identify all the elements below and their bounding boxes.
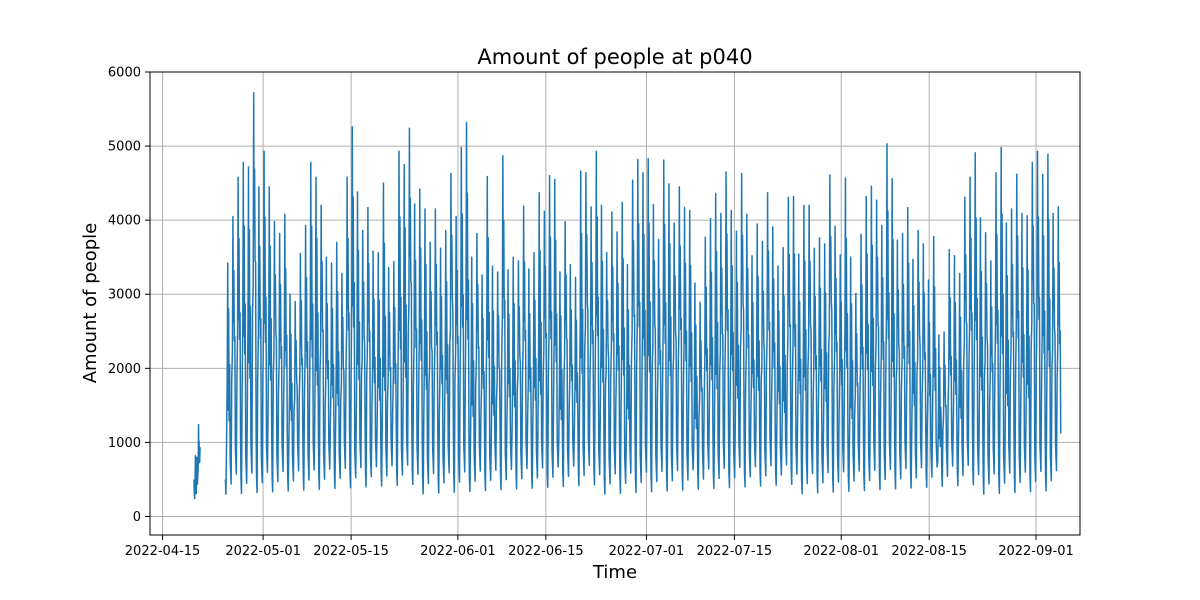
y-tick-label: 6000	[108, 66, 141, 81]
x-tick-label: 2022-06-15	[508, 544, 584, 559]
x-tick-label: 2022-07-01	[609, 544, 685, 559]
y-tick-label: 3000	[108, 288, 141, 303]
x-tick-label: 2022-05-01	[225, 544, 301, 559]
plot-frame	[149, 71, 1081, 536]
x-tick-label: 2022-08-15	[891, 544, 967, 559]
x-axis-title: Time	[592, 562, 637, 583]
series-layer	[193, 91, 1062, 500]
axis-ticks: 2022-04-15 2022-05-01 2022-05-15 2022-06-01…	[108, 66, 1074, 560]
x-tick-label: 2022-09-01	[998, 544, 1074, 559]
x-tick-label: 2022-08-01	[803, 544, 879, 559]
y-tick-label: 1000	[108, 436, 141, 451]
y-tick-label: 0	[133, 510, 141, 525]
x-tick-label: 2022-07-15	[697, 544, 773, 559]
y-axis-title: Amount of people	[80, 223, 101, 384]
series-line-segment	[193, 423, 201, 500]
x-tick-label: 2022-06-01	[420, 544, 496, 559]
y-tick-label: 5000	[108, 140, 141, 155]
x-tick-label: 2022-05-15	[313, 544, 389, 559]
x-tick-label: 2022-04-15	[125, 544, 201, 559]
series-line-segment	[224, 91, 1062, 496]
y-tick-label: 2000	[108, 362, 141, 377]
y-tick-label: 4000	[108, 214, 141, 229]
chart-title: Amount of people at p040	[477, 45, 752, 69]
